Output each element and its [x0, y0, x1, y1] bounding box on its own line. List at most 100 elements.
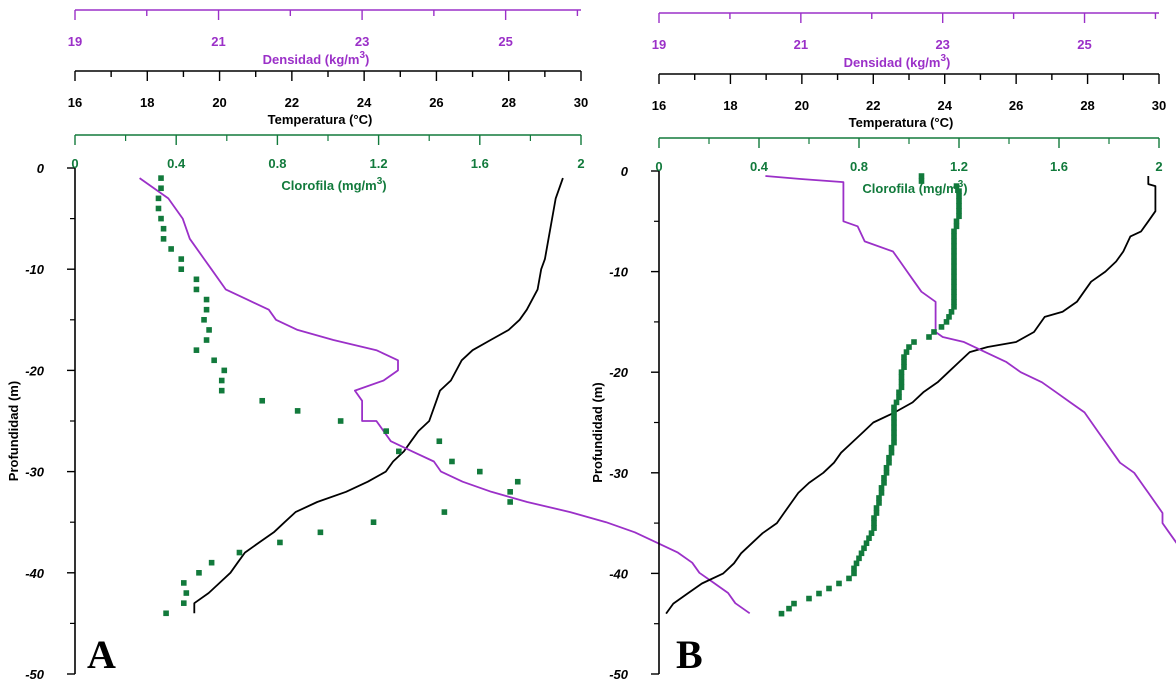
chlorophyll-point — [951, 293, 957, 300]
chlorophyll-point — [851, 570, 857, 577]
temperature-tick-label: 16 — [652, 98, 666, 113]
chlorophyll-point — [436, 438, 443, 445]
chlorophyll-point — [891, 429, 897, 436]
chlorophyll-point — [883, 470, 890, 476]
chlorophyll-point — [951, 268, 957, 275]
chlorophyll-point — [201, 317, 207, 323]
temperature-tick-label: 20 — [795, 98, 809, 113]
temperature-tick-label: 26 — [1009, 98, 1023, 113]
chlorophyll-point — [861, 545, 867, 552]
depth-tick-label: -40 — [25, 566, 45, 581]
chlorophyll-point — [931, 329, 937, 335]
chlorophyll-point — [806, 595, 812, 602]
density-profile-line — [139, 177, 751, 615]
chlorophyll-point — [337, 418, 344, 424]
chlorophyll-point — [477, 468, 483, 475]
chlorophyll-tick-label: 1.2 — [950, 159, 968, 174]
temperature-tick-label: 28 — [1080, 98, 1094, 113]
chlorophyll-point — [918, 173, 925, 179]
chlorophyll-point — [871, 515, 877, 521]
chlorophyll-point — [951, 243, 957, 250]
chlorophyll-point — [888, 444, 895, 451]
chlorophyll-point — [294, 408, 301, 414]
chlorophyll-point — [891, 439, 897, 446]
depth-tick-label: -50 — [25, 667, 45, 682]
chlorophyll-point — [858, 550, 865, 557]
density-axis-label: Densidad (kg/m3) — [844, 53, 951, 70]
chlorophyll-point — [951, 278, 957, 285]
chlorophyll-point — [948, 309, 955, 315]
temperature-tick-label: 20 — [212, 95, 226, 110]
chlorophyll-point — [898, 369, 905, 375]
chlorophyll-point — [951, 258, 957, 265]
chlorophyll-point — [218, 387, 225, 394]
chlorophyll-point — [873, 510, 880, 516]
chlorophyll-point — [951, 253, 957, 260]
chlorophyll-point — [193, 347, 200, 353]
chlorophyll-point — [911, 339, 917, 345]
chlorophyll-point — [951, 304, 957, 310]
chlorophyll-point — [856, 555, 862, 562]
chlorophyll-axis-label: Clorofila (mg/m3) — [862, 179, 967, 196]
temperature-axis-label: Temperatura (°C) — [268, 112, 373, 127]
chlorophyll-tick-label: 0.4 — [167, 156, 186, 171]
chlorophyll-point — [196, 570, 202, 576]
chlorophyll-tick-label: 0.8 — [268, 156, 286, 171]
chlorophyll-point — [893, 399, 900, 406]
chlorophyll-point — [221, 367, 228, 374]
chlorophyll-point — [180, 600, 187, 606]
chlorophyll-tick-label: 1.2 — [370, 156, 388, 171]
depth-tick-label: -20 — [25, 363, 45, 378]
panel-a: 0 -10 -20 -30 -40 -50 Profundidad (m) 19 21 23 25 D… — [6, 9, 751, 682]
chlorophyll-point — [891, 409, 897, 416]
chlorophyll-point — [881, 475, 887, 481]
chlorophyll-point — [155, 195, 162, 202]
chlorophyll-tick-label: 2 — [577, 156, 584, 171]
chlorophyll-point — [370, 519, 377, 525]
chlorophyll-point — [853, 560, 860, 567]
chlorophyll-point — [211, 357, 217, 364]
chlorophyll-point — [953, 223, 960, 230]
chlorophyll-point — [160, 225, 167, 232]
chlorophyll-point — [203, 337, 210, 343]
chlorophyll-point — [886, 459, 892, 466]
depth-tick-label: -50 — [609, 667, 629, 682]
chlorophyll-point — [514, 478, 521, 485]
chlorophyll-point — [938, 324, 945, 330]
chlorophyll-point — [951, 233, 957, 240]
chlorophyll-point — [891, 424, 897, 431]
chlorophyll-point — [878, 490, 885, 496]
density-axis-label: Densidad (kg/m3) — [263, 50, 370, 67]
chlorophyll-point — [873, 505, 880, 511]
density-tick-label: 19 — [68, 34, 82, 49]
chlorophyll-tick-label: 0.8 — [850, 159, 868, 174]
chlorophyll-point — [208, 559, 215, 566]
chlorophyll-point — [180, 580, 187, 586]
chlorophyll-tick-label: 1.6 — [1050, 159, 1068, 174]
temperature-tick-label: 22 — [866, 98, 880, 113]
chlorophyll-point — [863, 540, 870, 547]
chlorophyll-point — [236, 549, 243, 556]
depth-tick-label: -30 — [609, 466, 629, 481]
chlorophyll-point — [871, 525, 877, 531]
chlorophyll-tick-label: 0.4 — [750, 159, 769, 174]
chlorophyll-point — [896, 389, 902, 396]
chlorophyll-point — [449, 458, 455, 465]
density-tick-label: 19 — [652, 37, 666, 52]
chlorophyll-point — [383, 428, 389, 434]
chlorophyll-point — [868, 530, 875, 536]
temperature-profile-line — [193, 177, 564, 614]
chlorophyll-point — [956, 208, 962, 215]
chlorophyll-point — [786, 605, 792, 612]
depth-tick-label: 0 — [621, 164, 629, 179]
chlorophyll-point — [918, 178, 925, 184]
chlorophyll-point — [178, 266, 185, 272]
chlorophyll-point — [178, 256, 185, 262]
chlorophyll-point — [883, 464, 890, 471]
temperature-tick-label: 18 — [140, 95, 154, 110]
chlorophyll-point — [193, 286, 200, 293]
depth-tick-label: 0 — [37, 161, 45, 176]
chlorophyll-point — [953, 218, 960, 225]
chlorophyll-point — [507, 489, 513, 495]
chlorophyll-tick-label: 1.6 — [471, 156, 489, 171]
